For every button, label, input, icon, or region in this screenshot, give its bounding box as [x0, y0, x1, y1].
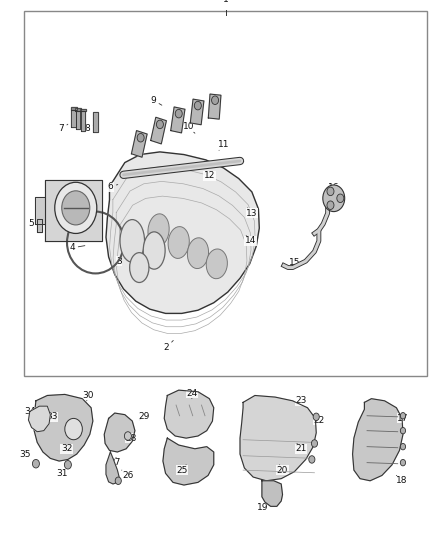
Polygon shape	[71, 107, 77, 110]
Text: 4: 4	[70, 244, 85, 252]
Polygon shape	[131, 131, 147, 157]
Text: 19: 19	[257, 502, 271, 512]
Polygon shape	[45, 180, 102, 241]
Text: 26: 26	[122, 470, 134, 480]
Polygon shape	[93, 112, 98, 132]
Text: 31: 31	[57, 468, 68, 478]
Text: 16: 16	[328, 183, 339, 195]
Text: 17: 17	[397, 414, 409, 423]
Text: 9: 9	[150, 96, 162, 105]
Circle shape	[65, 418, 82, 440]
Polygon shape	[240, 395, 316, 481]
Polygon shape	[262, 481, 283, 506]
Bar	[24, 11, 427, 376]
Polygon shape	[81, 111, 85, 131]
Ellipse shape	[130, 253, 149, 282]
Polygon shape	[80, 109, 86, 111]
Text: 21: 21	[296, 443, 307, 453]
Circle shape	[400, 413, 406, 419]
Circle shape	[313, 413, 319, 421]
Polygon shape	[106, 452, 119, 484]
Text: 35: 35	[20, 450, 31, 458]
Ellipse shape	[143, 232, 165, 269]
Text: 20: 20	[277, 465, 288, 474]
Text: 27: 27	[109, 457, 120, 467]
Text: 3: 3	[116, 257, 127, 265]
Polygon shape	[28, 406, 50, 432]
Text: 2: 2	[164, 341, 173, 352]
Polygon shape	[37, 219, 42, 232]
Circle shape	[137, 133, 144, 142]
Text: 28: 28	[126, 434, 137, 442]
Circle shape	[323, 185, 345, 212]
Circle shape	[327, 187, 334, 196]
Polygon shape	[75, 108, 81, 111]
Text: 8: 8	[85, 124, 95, 133]
Text: 15: 15	[289, 258, 300, 266]
Circle shape	[156, 120, 163, 128]
Polygon shape	[104, 413, 135, 452]
Text: 22: 22	[313, 416, 325, 424]
Circle shape	[64, 461, 71, 469]
Ellipse shape	[206, 249, 227, 279]
Text: 29: 29	[138, 413, 149, 421]
Polygon shape	[34, 394, 93, 461]
Text: 5: 5	[28, 220, 39, 228]
Circle shape	[55, 182, 97, 233]
Polygon shape	[35, 197, 45, 224]
Circle shape	[115, 477, 121, 484]
Text: 10: 10	[183, 123, 195, 133]
Polygon shape	[190, 99, 204, 125]
Text: 25: 25	[176, 465, 187, 474]
Circle shape	[400, 427, 406, 434]
Text: 14: 14	[245, 236, 256, 245]
Ellipse shape	[148, 214, 169, 247]
Circle shape	[309, 456, 315, 463]
Ellipse shape	[187, 238, 208, 269]
Polygon shape	[353, 399, 403, 481]
Circle shape	[175, 109, 182, 118]
Circle shape	[194, 101, 201, 110]
Text: 13: 13	[246, 208, 258, 217]
Polygon shape	[171, 107, 185, 133]
Text: 7: 7	[58, 124, 68, 133]
Text: 11: 11	[218, 141, 229, 150]
Text: 1: 1	[223, 0, 229, 4]
Ellipse shape	[168, 227, 189, 259]
Text: 34: 34	[24, 407, 35, 416]
Circle shape	[327, 201, 334, 209]
Circle shape	[311, 440, 318, 447]
Circle shape	[400, 443, 406, 450]
Circle shape	[212, 96, 219, 104]
Polygon shape	[151, 117, 166, 144]
Circle shape	[400, 459, 406, 466]
Ellipse shape	[120, 220, 145, 262]
Circle shape	[32, 459, 39, 468]
Text: 24: 24	[186, 389, 198, 399]
Circle shape	[337, 194, 344, 203]
Polygon shape	[164, 390, 214, 438]
Text: 33: 33	[46, 413, 57, 421]
Text: 6: 6	[107, 182, 118, 191]
Text: 23: 23	[296, 397, 307, 405]
Text: 12: 12	[204, 172, 215, 180]
Text: 30: 30	[83, 391, 94, 401]
Polygon shape	[163, 438, 214, 485]
Polygon shape	[71, 110, 76, 127]
Text: 32: 32	[61, 445, 72, 453]
Polygon shape	[106, 152, 259, 313]
Polygon shape	[76, 111, 80, 129]
Polygon shape	[208, 94, 221, 119]
Text: 18: 18	[396, 475, 408, 485]
Ellipse shape	[124, 432, 131, 440]
Text: 2: 2	[61, 196, 74, 209]
Circle shape	[62, 191, 90, 225]
